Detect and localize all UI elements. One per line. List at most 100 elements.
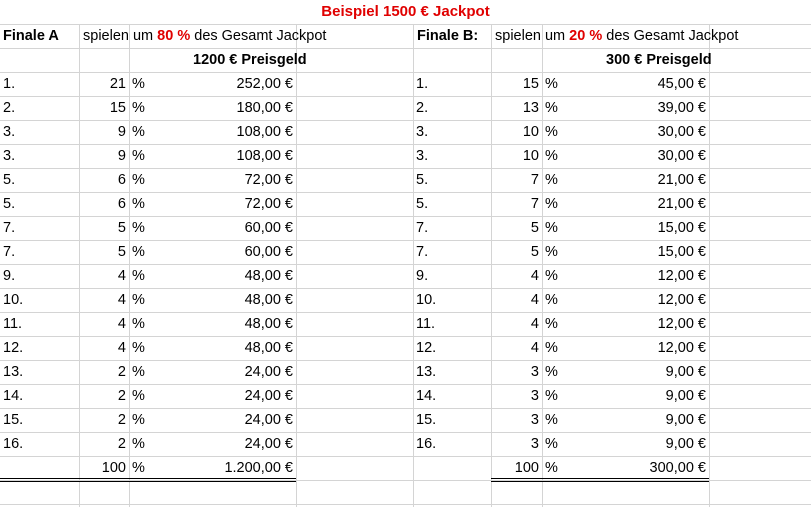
amount-a-cell: 60,00 € (244, 220, 293, 236)
gridline (296, 24, 297, 507)
rank-a-cell: 10. (3, 292, 24, 308)
finale-a-total-pct: 100 (101, 460, 126, 476)
amount-b-cell: 45,00 € (657, 76, 706, 92)
rank-a-cell: 9. (3, 268, 16, 284)
table-row: 9. 4% 48,00 € 9. 4% 12,00 € (0, 264, 811, 289)
unit-b-cell: % (545, 148, 558, 164)
percent-a-cell: 9 (117, 148, 126, 164)
table-row: 16. 2% 24,00 € 16. 3% 9,00 € (0, 432, 811, 457)
unit-b-cell: % (545, 220, 558, 236)
amount-a-cell: 60,00 € (244, 244, 293, 260)
percent-b-cell: 10 (522, 148, 539, 164)
percent-b-cell: 15 (522, 76, 539, 92)
amount-b-cell: 9,00 € (665, 412, 706, 428)
unit-b-cell: % (545, 388, 558, 404)
table-row: 12. 4% 48,00 € 12. 4% 12,00 € (0, 336, 811, 361)
percent-a-cell: 9 (117, 124, 126, 140)
percent-b-cell: 3 (530, 412, 539, 428)
unit-a-cell: % (132, 196, 145, 212)
amount-a-cell: 24,00 € (244, 412, 293, 428)
table-row: 2. 15% 180,00 € 2. 13% 39,00 € (0, 96, 811, 121)
rank-b-cell: 15. (416, 412, 437, 428)
rank-a-cell: 3. (3, 148, 16, 164)
rank-a-cell: 5. (3, 172, 16, 188)
amount-a-cell: 48,00 € (244, 292, 293, 308)
amount-b-cell: 9,00 € (665, 388, 706, 404)
rank-b-cell: 1. (416, 76, 429, 92)
percent-b-cell: 5 (530, 244, 539, 260)
unit-b-cell: % (545, 292, 558, 308)
rank-a-cell: 11. (3, 316, 23, 332)
rank-b-cell: 14. (416, 388, 437, 404)
unit-a-cell: % (132, 220, 145, 236)
gridline (709, 24, 710, 507)
rank-b-cell: 12. (416, 340, 437, 356)
rank-a-cell: 5. (3, 196, 16, 212)
rank-b-cell: 3. (416, 124, 429, 140)
unit-b-cell: % (545, 124, 558, 140)
finale-a-text-pre: spielen um (83, 28, 154, 44)
percent-a-cell: 4 (117, 340, 126, 356)
empty-row (0, 480, 811, 505)
percent-a-cell: 4 (117, 292, 126, 308)
percent-a-cell: 6 (117, 196, 126, 212)
amount-b-cell: 9,00 € (665, 436, 706, 452)
total-row: 100 % 1.200,00 € 100 % 300,00 € (0, 456, 811, 481)
header-row: Finale A spielen um 80 % des Gesamt Jack… (0, 24, 811, 49)
unit-a-cell: % (132, 100, 145, 116)
rank-a-cell: 2. (3, 100, 16, 116)
percent-b-cell: 5 (530, 220, 539, 236)
table-row: 3. 9% 108,00 € 3. 10% 30,00 € (0, 120, 811, 145)
amount-a-cell: 108,00 € (236, 148, 293, 164)
rank-a-cell: 7. (3, 244, 16, 260)
prize-header-row: 1200 € Preisgeld 300 € Preisgeld (0, 48, 811, 73)
amount-b-cell: 30,00 € (657, 124, 706, 140)
percent-a-cell: 15 (109, 100, 126, 116)
gridline (542, 24, 543, 507)
amount-b-cell: 21,00 € (657, 172, 706, 188)
finale-a-total-amount: 1.200,00 € (224, 460, 293, 476)
percent-b-cell: 13 (522, 100, 539, 116)
unit-b-cell: % (545, 436, 558, 452)
percent-a-cell: 2 (117, 412, 126, 428)
finale-a-total-unit: % (132, 460, 145, 476)
unit-b-cell: % (545, 244, 558, 260)
unit-a-cell: % (132, 292, 145, 308)
unit-b-cell: % (545, 100, 558, 116)
percent-b-cell: 4 (530, 316, 539, 332)
finale-a-text-post: des Gesamt Jackpot (194, 28, 327, 44)
unit-b-cell: % (545, 340, 558, 356)
amount-a-cell: 180,00 € (236, 100, 293, 116)
unit-b-cell: % (545, 364, 558, 380)
finale-b-total-pct: 100 (514, 460, 539, 476)
rank-a-cell: 16. (3, 436, 24, 452)
unit-a-cell: % (132, 412, 145, 428)
finale-b-text-post: des Gesamt Jackpot (606, 28, 739, 44)
percent-b-cell: 4 (530, 268, 539, 284)
rank-b-cell: 11. (416, 316, 436, 332)
table-row: 5. 6% 72,00 € 5. 7% 21,00 € (0, 192, 811, 217)
gridline (491, 24, 492, 507)
table-row: 5. 6% 72,00 € 5. 7% 21,00 € (0, 168, 811, 193)
amount-b-cell: 15,00 € (657, 244, 706, 260)
rank-a-cell: 14. (3, 388, 24, 404)
rank-b-cell: 7. (416, 244, 429, 260)
percent-b-cell: 10 (522, 124, 539, 140)
amount-a-cell: 48,00 € (244, 268, 293, 284)
table-row: 7. 5% 60,00 € 7. 5% 15,00 € (0, 240, 811, 265)
percent-b-cell: 4 (530, 292, 539, 308)
rank-b-cell: 9. (416, 268, 429, 284)
total-underline-b (491, 478, 709, 482)
percent-a-cell: 2 (117, 436, 126, 452)
rank-b-cell: 3. (416, 148, 429, 164)
finale-b-description: spielen um 20 % des Gesamt Jackpot (492, 24, 741, 48)
percent-a-cell: 4 (117, 268, 126, 284)
rank-b-cell: 13. (416, 364, 437, 380)
amount-a-cell: 24,00 € (244, 436, 293, 452)
percent-a-cell: 2 (117, 388, 126, 404)
amount-a-cell: 24,00 € (244, 364, 293, 380)
unit-a-cell: % (132, 436, 145, 452)
percent-b-cell: 3 (530, 364, 539, 380)
finale-b-prize-header: 300 € Preisgeld (606, 52, 712, 68)
amount-a-cell: 108,00 € (236, 124, 293, 140)
